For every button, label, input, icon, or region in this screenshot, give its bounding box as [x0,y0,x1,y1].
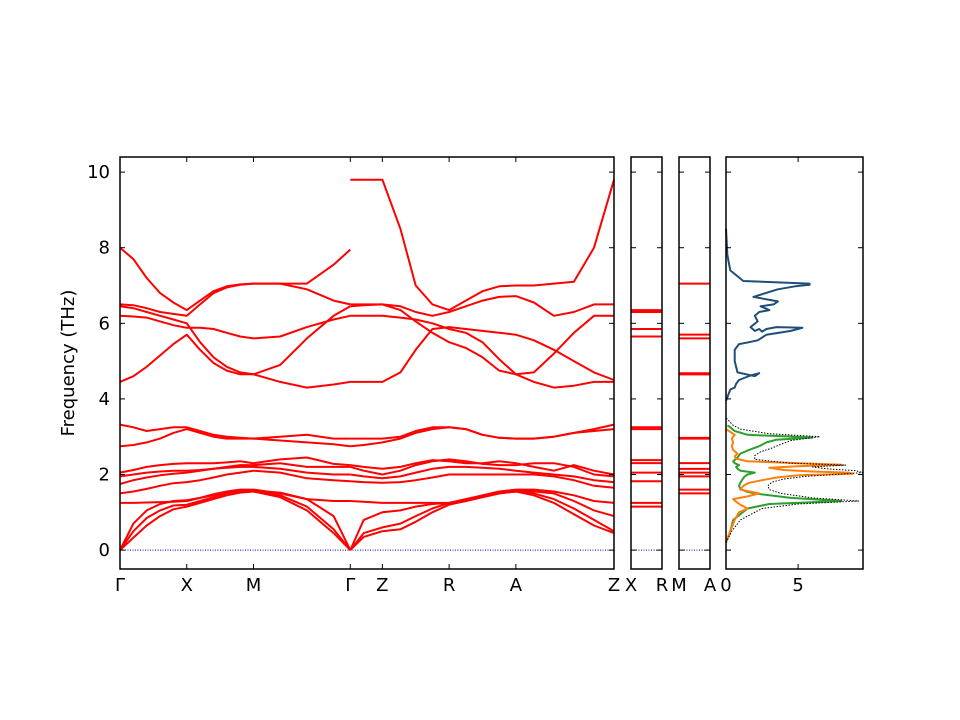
band-1-10 [119,423,351,440]
dos-curve-4 [725,417,864,543]
x-tick-label: R [443,575,456,596]
band-2-13 [350,303,614,389]
band-2-12 [350,314,614,376]
band-1-1 [119,490,352,551]
band-2-9 [350,426,615,448]
band-1-5 [119,469,351,495]
x-tick-label: R [656,575,669,596]
band-1-15 [119,246,351,312]
panel-frame-4 [725,156,864,570]
y-tick-label: 2 [99,465,110,486]
x-tick-label: A [704,575,717,596]
y-tick-label: 4 [99,389,110,410]
band-1-13 [119,305,351,376]
band-1-2 [119,490,352,551]
band-1-14 [119,282,351,317]
band-2-11 [350,326,615,383]
band-1-12 [119,314,351,340]
band-2-8 [350,459,615,476]
panel-frame-1 [119,156,615,570]
band-2-6 [350,465,615,484]
panel-frame-2 [630,156,663,570]
band-1-11 [119,333,351,389]
x-tick-label: Γ [115,575,125,596]
y-tick-label: 6 [99,313,110,334]
x-tick-label: M [671,575,687,596]
dos-curve-3 [725,428,854,543]
x-tick-label: A [510,575,523,596]
x-tick-label: X [625,575,637,596]
y-tick-label: 10 [87,162,110,183]
dos-x-tick-label: 5 [792,575,803,596]
y-axis-label: Frequency (THz) [58,290,79,437]
x-tick-label: Γ [345,575,355,596]
band-2-5 [350,473,615,489]
dos-curve-2 [725,424,843,543]
band-2-10 [350,423,615,440]
band-1-6 [119,465,351,485]
panel-frame-3 [678,156,711,570]
band-2-4 [350,488,615,504]
band-1-7 [119,462,351,478]
dos-x-tick-label: 0 [720,575,731,596]
x-tick-label: Z [376,575,388,596]
x-tick-label: M [246,575,262,596]
dos-curve-1 [725,228,811,402]
band-2-15 [350,178,615,312]
y-tick-label: 0 [99,540,110,561]
band-1-4 [120,488,351,504]
band-1-8 [119,456,351,474]
x-tick-label: X [181,575,193,596]
band-2-14 [350,295,614,317]
y-tick-label: 8 [99,238,110,259]
band-1-9 [119,428,351,448]
band-2-3 [349,490,615,551]
x-tick-label: Z [608,575,620,596]
